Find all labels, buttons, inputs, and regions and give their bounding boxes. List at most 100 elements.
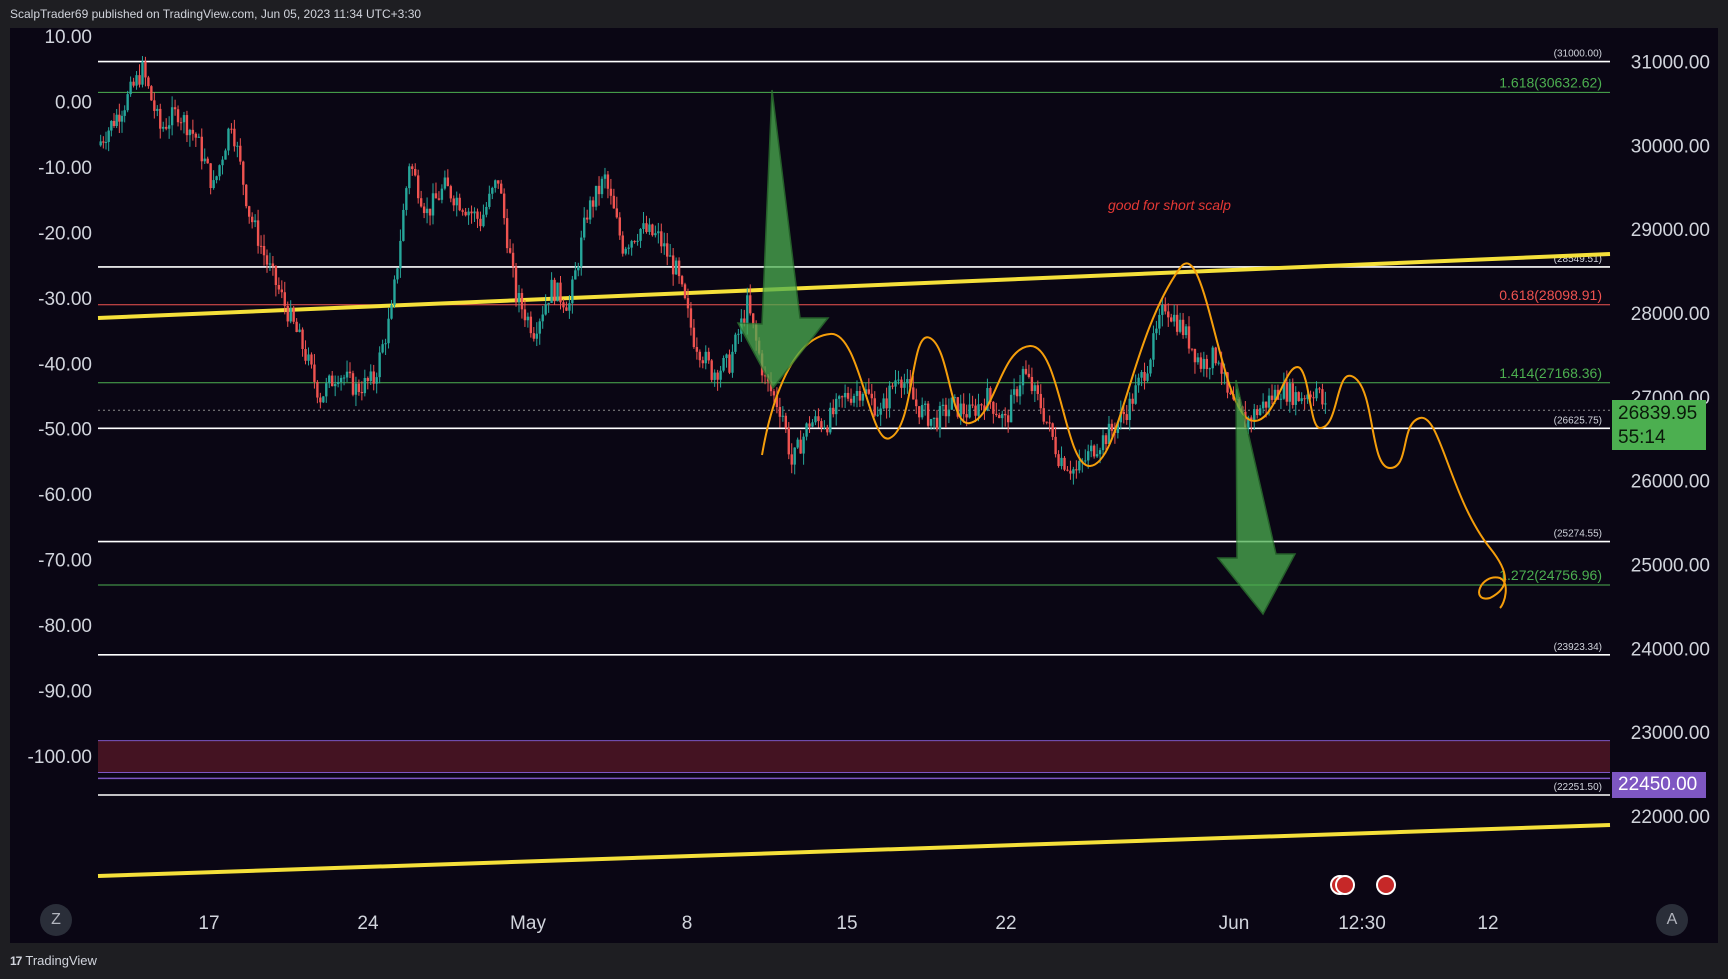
candle-body (701, 360, 704, 364)
level-label-5: (26625.75) (1554, 415, 1602, 426)
candle-body (485, 206, 488, 215)
candle-body (668, 255, 672, 257)
candle-body (1161, 304, 1164, 315)
level-label-4: 1.414(27168.36) (1499, 365, 1602, 381)
candle-body (1042, 408, 1045, 422)
candle-body (402, 209, 405, 241)
candle-body (416, 175, 420, 199)
candle-body (823, 427, 826, 429)
candle-body (680, 276, 684, 285)
candle-body (674, 260, 678, 275)
candle-body (118, 114, 121, 122)
candle-body (322, 396, 325, 403)
candle-body (1253, 409, 1256, 422)
candle-body (535, 333, 538, 339)
candle-body (517, 293, 521, 303)
candle-body (104, 141, 108, 143)
candle-body (1223, 372, 1226, 374)
candle-body (591, 200, 595, 207)
candle-body (835, 398, 838, 415)
candle-body (1015, 389, 1019, 397)
candle-body (1122, 411, 1125, 415)
candle-body (965, 414, 968, 418)
candle-body (713, 372, 716, 380)
level-label-7: 1.272(24756.96) (1499, 567, 1602, 583)
tradingview-mark-icon: 17 (10, 954, 22, 968)
candle-body (414, 169, 417, 176)
candle-body (1137, 377, 1140, 386)
level-label-6: (25274.55) (1554, 529, 1602, 540)
candle-body (372, 371, 375, 384)
candle-body (1089, 445, 1093, 452)
candle-body (1193, 349, 1197, 363)
candle-body (182, 115, 186, 123)
candle-body (1069, 470, 1072, 474)
candle-body (1279, 398, 1283, 400)
candlestick-chart[interactable]: (31000.00) 1.618(30632.62) (28549.51) 0.618… (10, 28, 1718, 943)
candle-body (1101, 435, 1105, 451)
candle-body (129, 81, 132, 95)
candle-body (1184, 326, 1188, 336)
candle-body (1164, 304, 1167, 312)
candle-body (209, 163, 212, 189)
candle-body (876, 414, 879, 416)
candle-body (968, 404, 971, 418)
candle-body (224, 150, 227, 160)
candle-body (274, 266, 278, 286)
candle-body (271, 263, 275, 267)
candle-body (419, 198, 423, 207)
candle-body (932, 417, 936, 420)
candle-body (112, 120, 116, 126)
chart-area[interactable]: (31000.00) 1.618(30632.62) (28549.51) 0.618… (10, 28, 1718, 943)
candle-body (1220, 362, 1223, 374)
tradingview-brand: TradingView (25, 953, 97, 968)
candle-body (529, 316, 533, 334)
candle-body (526, 316, 530, 321)
candle-body (1297, 392, 1300, 402)
candle-body (1312, 397, 1315, 399)
candle-body (900, 379, 903, 388)
candle-body (212, 180, 215, 189)
candle-body (1143, 372, 1146, 381)
candle-body (393, 279, 396, 306)
candle-body (728, 354, 731, 373)
candle-body (725, 354, 728, 358)
a-button[interactable]: A (1656, 904, 1688, 936)
candle-body (746, 295, 749, 324)
candle-body (488, 193, 491, 207)
candle-body (1270, 395, 1274, 400)
candle-body (179, 122, 183, 124)
right-axis-tick-9: 22000.00 (1631, 807, 1710, 828)
candle-body (1063, 457, 1066, 470)
candle-body (1009, 394, 1013, 423)
candle-body (855, 391, 859, 396)
candle-body (500, 183, 503, 194)
candle-body (200, 136, 203, 162)
candle-body (775, 395, 779, 408)
candle-body (544, 304, 547, 315)
level-label-9: (22251.50) (1554, 782, 1602, 793)
candle-body (354, 383, 358, 395)
z-button[interactable]: Z (40, 904, 72, 936)
candle-body (992, 401, 995, 414)
tradingview-logo[interactable]: 17 TradingView (10, 943, 97, 979)
level-label-3: 0.618(28098.91) (1499, 287, 1602, 303)
candle-body (977, 404, 980, 416)
candle-body (749, 295, 752, 314)
candle-body (787, 427, 790, 455)
candle-body (864, 389, 868, 394)
left-axis-tick-6: -50.00 (38, 420, 92, 441)
candle-body (1134, 385, 1137, 404)
candle-body (1036, 385, 1040, 394)
candle-body (627, 247, 630, 249)
candle-body (698, 351, 702, 361)
candle-body (998, 415, 1001, 419)
candle-body (920, 404, 924, 418)
candle-body (1229, 392, 1232, 395)
level-label-2: (28549.51) (1554, 254, 1602, 265)
candle-body (692, 327, 696, 348)
lower-trendline (97, 823, 1611, 878)
candle-body (310, 354, 313, 365)
current-price-value: 26839.95 (1618, 403, 1698, 424)
candle-body (325, 383, 328, 397)
